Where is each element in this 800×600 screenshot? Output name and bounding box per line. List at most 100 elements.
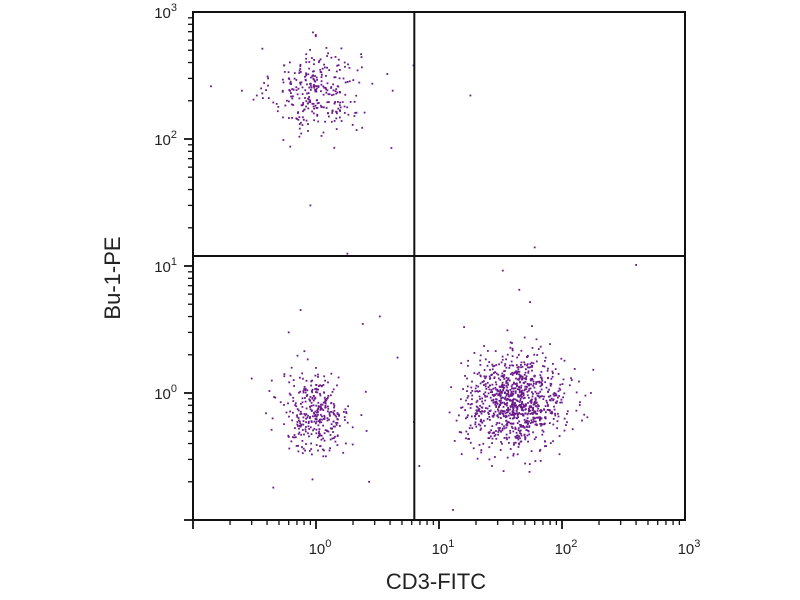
event-dot — [534, 460, 537, 462]
event-dot — [526, 383, 529, 385]
event-dot — [329, 434, 332, 436]
event-dot — [556, 400, 558, 403]
event-dot — [491, 363, 494, 366]
event-dot — [499, 427, 501, 429]
event-dot — [509, 393, 512, 396]
event-dot — [334, 440, 337, 443]
event-dot — [502, 413, 505, 415]
event-dot — [306, 92, 308, 95]
event-dot — [557, 415, 560, 418]
event-dot — [528, 407, 530, 410]
event-dot — [516, 382, 518, 385]
event-dot — [533, 375, 536, 378]
event-dot — [504, 416, 507, 419]
event-dot — [331, 109, 334, 112]
event-dot — [497, 390, 500, 393]
event-dot — [302, 423, 305, 426]
event-dot — [525, 368, 527, 371]
event-dot — [510, 425, 513, 428]
event-dot — [498, 394, 501, 396]
event-dot — [519, 425, 522, 428]
event-dot — [506, 411, 509, 414]
event-dot — [318, 435, 320, 437]
event-dot — [315, 34, 317, 36]
event-dot — [499, 401, 502, 403]
event-dot — [325, 91, 328, 94]
event-dot — [553, 408, 556, 411]
event-dot — [552, 393, 555, 395]
event-dot — [521, 406, 524, 409]
event-dot — [310, 384, 312, 387]
event-dot — [290, 440, 293, 443]
event-dot — [312, 429, 314, 432]
event-dot — [535, 402, 537, 404]
event-dot — [536, 405, 538, 408]
event-dot — [501, 412, 504, 414]
event-dot — [478, 444, 481, 446]
event-dot — [336, 413, 339, 415]
event-dot — [505, 436, 508, 439]
event-dot — [311, 478, 314, 481]
event-dot — [307, 130, 309, 132]
event-dot — [544, 356, 547, 359]
event-dot — [515, 373, 518, 375]
event-dot — [299, 422, 302, 425]
event-dot — [460, 406, 462, 409]
event-dot — [504, 412, 507, 415]
event-dot — [510, 399, 512, 402]
event-dot — [326, 82, 329, 85]
event-dot — [303, 108, 306, 111]
event-dot — [316, 99, 318, 101]
event-dot — [562, 378, 565, 381]
event-dot — [560, 357, 563, 360]
event-dot — [515, 437, 517, 439]
event-dot — [531, 395, 534, 398]
event-dot — [307, 422, 310, 424]
event-dot — [353, 100, 356, 103]
event-dot — [332, 420, 335, 423]
event-dot — [520, 366, 522, 369]
event-dot — [500, 375, 503, 378]
event-dot — [355, 129, 358, 131]
event-dot — [544, 360, 546, 362]
event-dot — [484, 391, 487, 394]
event-dot — [519, 399, 522, 402]
event-dot — [519, 429, 522, 432]
event-dot — [318, 432, 321, 435]
event-dot — [530, 450, 533, 452]
event-dot — [309, 83, 311, 85]
event-dot — [288, 415, 290, 418]
event-dot — [322, 131, 325, 134]
event-dot — [538, 396, 541, 399]
event-dot — [307, 425, 310, 428]
event-dot — [474, 421, 477, 424]
event-dot — [315, 85, 318, 87]
event-dot — [532, 431, 534, 434]
event-dot — [499, 410, 502, 413]
event-dot — [467, 395, 470, 397]
event-dot — [521, 395, 523, 398]
event-dot — [309, 426, 312, 429]
event-dot — [527, 370, 530, 373]
event-dot — [490, 374, 493, 376]
event-dot — [301, 440, 304, 442]
event-dot — [583, 413, 586, 416]
event-dot — [502, 470, 505, 472]
event-dot — [302, 103, 304, 106]
event-dot — [511, 349, 514, 352]
event-dot — [493, 413, 496, 416]
event-dot — [535, 381, 538, 383]
event-dot — [529, 405, 531, 407]
event-dot — [297, 425, 299, 427]
event-dot — [484, 383, 487, 386]
event-dot — [514, 441, 517, 444]
event-dot — [537, 407, 540, 410]
event-dot — [297, 87, 300, 90]
event-dot — [461, 406, 464, 409]
event-dot — [294, 427, 296, 429]
event-dot — [314, 85, 316, 87]
event-dot — [485, 375, 488, 378]
event-dot — [521, 413, 524, 415]
event-dot — [289, 80, 292, 83]
event-dot — [473, 352, 476, 354]
